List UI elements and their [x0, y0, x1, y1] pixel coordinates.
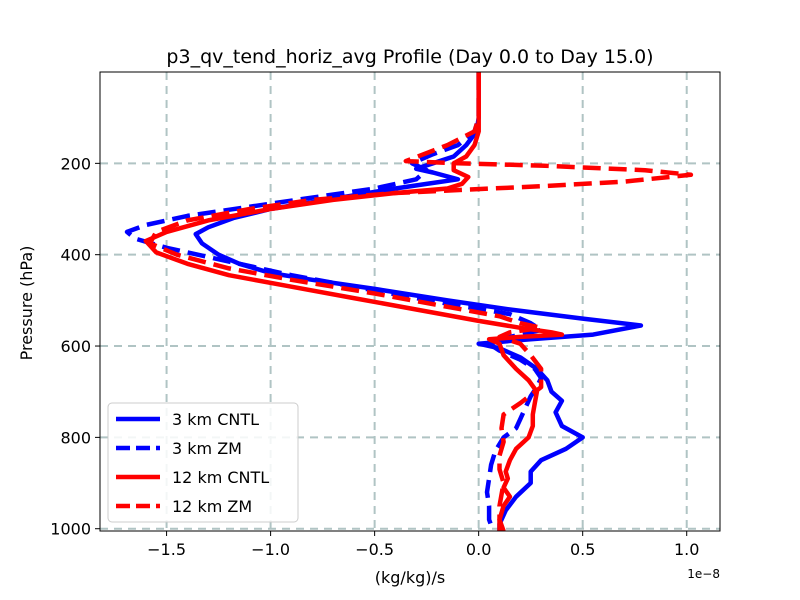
series-group — [124, 72, 694, 531]
plot-frame — [99, 71, 721, 532]
y-tick-label: 600 — [60, 337, 91, 356]
legend-label: 3 km CNTL — [172, 410, 259, 429]
y-tick-label: 400 — [60, 246, 91, 265]
series-line-12-km-cntl — [143, 72, 565, 531]
x-tick-label: 0.5 — [570, 540, 595, 559]
series-line-3-km-zm — [124, 72, 544, 531]
series-line-12-km-zm — [147, 72, 694, 531]
legend-label: 12 km CNTL — [172, 468, 269, 487]
y-tick-label: 800 — [60, 428, 91, 447]
legend-frame — [107, 402, 299, 523]
x-axis: −1.5 −1.0 −0.5 0.0 0.5 1.0 — [147, 531, 699, 559]
x-tick-label: 0.0 — [466, 540, 491, 559]
x-axis-label: (kg/kg)/s — [375, 568, 445, 587]
series-line-3-km-cntl — [193, 72, 644, 531]
y-axis-label: Pressure (hPa) — [17, 246, 36, 361]
x-offset-text: 1e−8 — [687, 567, 720, 581]
y-axis: 200 400 600 800 1000 — [50, 154, 100, 539]
legend-label: 12 km ZM — [172, 497, 252, 516]
x-tick-label: −1.0 — [251, 540, 290, 559]
x-tick-label: −1.5 — [147, 540, 186, 559]
chart-title: p3_qv_tend_horiz_avg Profile (Day 0.0 to… — [166, 46, 653, 68]
x-tick-label: 1.0 — [674, 540, 699, 559]
legend-label: 3 km ZM — [172, 439, 242, 458]
y-tick-label: 200 — [60, 154, 91, 173]
x-tick-label: −0.5 — [355, 540, 394, 559]
y-tick-label: 1000 — [50, 520, 91, 539]
legend: 3 km CNTL 3 km ZM 12 km CNTL 12 km ZM — [107, 402, 299, 523]
